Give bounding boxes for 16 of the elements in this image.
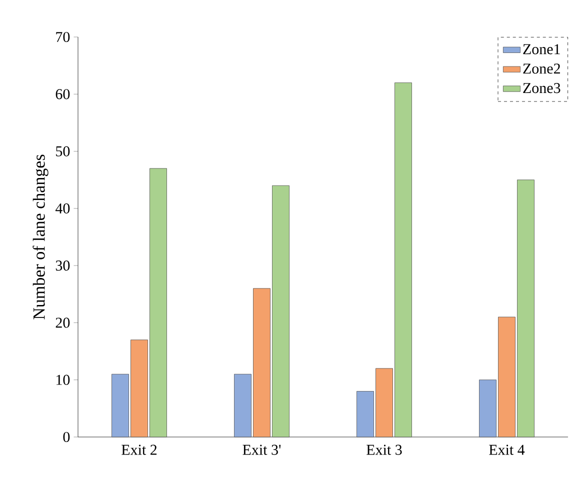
legend-label: Zone2: [523, 64, 560, 74]
y-tick-label: 40: [56, 203, 70, 214]
legend-label: Zone3: [523, 83, 560, 94]
y-tick-label: 60: [56, 89, 70, 100]
y-tick-label: 10: [56, 374, 70, 385]
y-axis-title: Number of lane changes: [32, 154, 48, 320]
y-tick-label: 70: [56, 32, 70, 42]
y-tick-label: 30: [56, 260, 70, 271]
y-tick-label: 0: [63, 432, 70, 442]
x-tick-label: Exit 3: [366, 444, 402, 455]
y-tick-label: 20: [56, 318, 70, 328]
x-tick-label: Exit 2: [122, 444, 157, 455]
legend-label: Zone1: [523, 44, 560, 54]
x-tick-label: Exit 3': [242, 444, 281, 455]
y-tick-label: 50: [56, 146, 70, 156]
x-tick-label: Exit 4: [489, 444, 525, 455]
